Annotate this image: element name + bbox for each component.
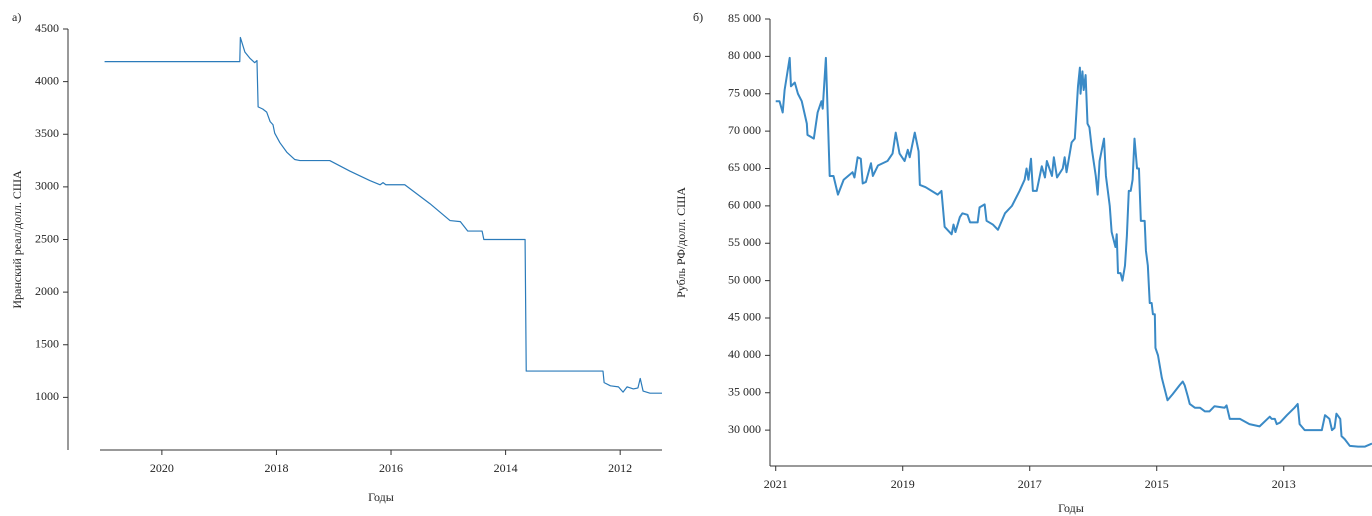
- x-tick-label: 2019: [891, 477, 915, 491]
- y-tick-label: 2000: [35, 284, 59, 298]
- y-tick-label: 4500: [35, 21, 59, 35]
- y-tick-label: 3500: [35, 126, 59, 140]
- y-tick-label: 3000: [35, 179, 59, 193]
- y-tick-label: 75 000: [728, 85, 761, 99]
- y-tick-label: 50 000: [728, 272, 761, 286]
- y-tick-label: 45 000: [728, 310, 761, 324]
- x-tick-label: 2014: [494, 461, 518, 475]
- x-tick-label: 2017: [1018, 477, 1042, 491]
- x-tick-label: 2012: [608, 461, 632, 475]
- y-tick-label: 85 000: [728, 11, 761, 25]
- panel-label: а): [12, 10, 21, 24]
- y-tick-label: 55 000: [728, 235, 761, 249]
- y-tick-label: 1000: [35, 389, 59, 403]
- x-tick-label: 2016: [379, 461, 403, 475]
- y-tick-label: 35 000: [728, 384, 761, 398]
- y-tick-label: 70 000: [728, 123, 761, 137]
- x-tick-label: 2021: [764, 477, 788, 491]
- panel-label: б): [693, 10, 703, 24]
- y-axis-label: Иранский реал/долл. США: [10, 170, 24, 309]
- y-tick-label: 30 000: [728, 422, 761, 436]
- x-tick-label: 2020: [150, 461, 174, 475]
- y-tick-label: 2500: [35, 231, 59, 245]
- y-axis-label: Рубль РФ/долл. США: [674, 187, 688, 298]
- y-tick-label: 1500: [35, 337, 59, 351]
- line-series: [104, 36, 662, 394]
- x-axis-label: Годы: [1058, 501, 1084, 515]
- x-tick-label: 2018: [264, 461, 288, 475]
- line-series: [775, 56, 1372, 448]
- y-tick-label: 4000: [35, 73, 59, 87]
- y-tick-label: 80 000: [728, 48, 761, 62]
- x-tick-label: 2015: [1145, 477, 1169, 491]
- y-tick-label: 65 000: [728, 160, 761, 174]
- x-axis-label: Годы: [368, 490, 394, 504]
- y-tick-label: 40 000: [728, 347, 761, 361]
- y-tick-label: 60 000: [728, 198, 761, 212]
- x-tick-label: 2013: [1272, 477, 1296, 491]
